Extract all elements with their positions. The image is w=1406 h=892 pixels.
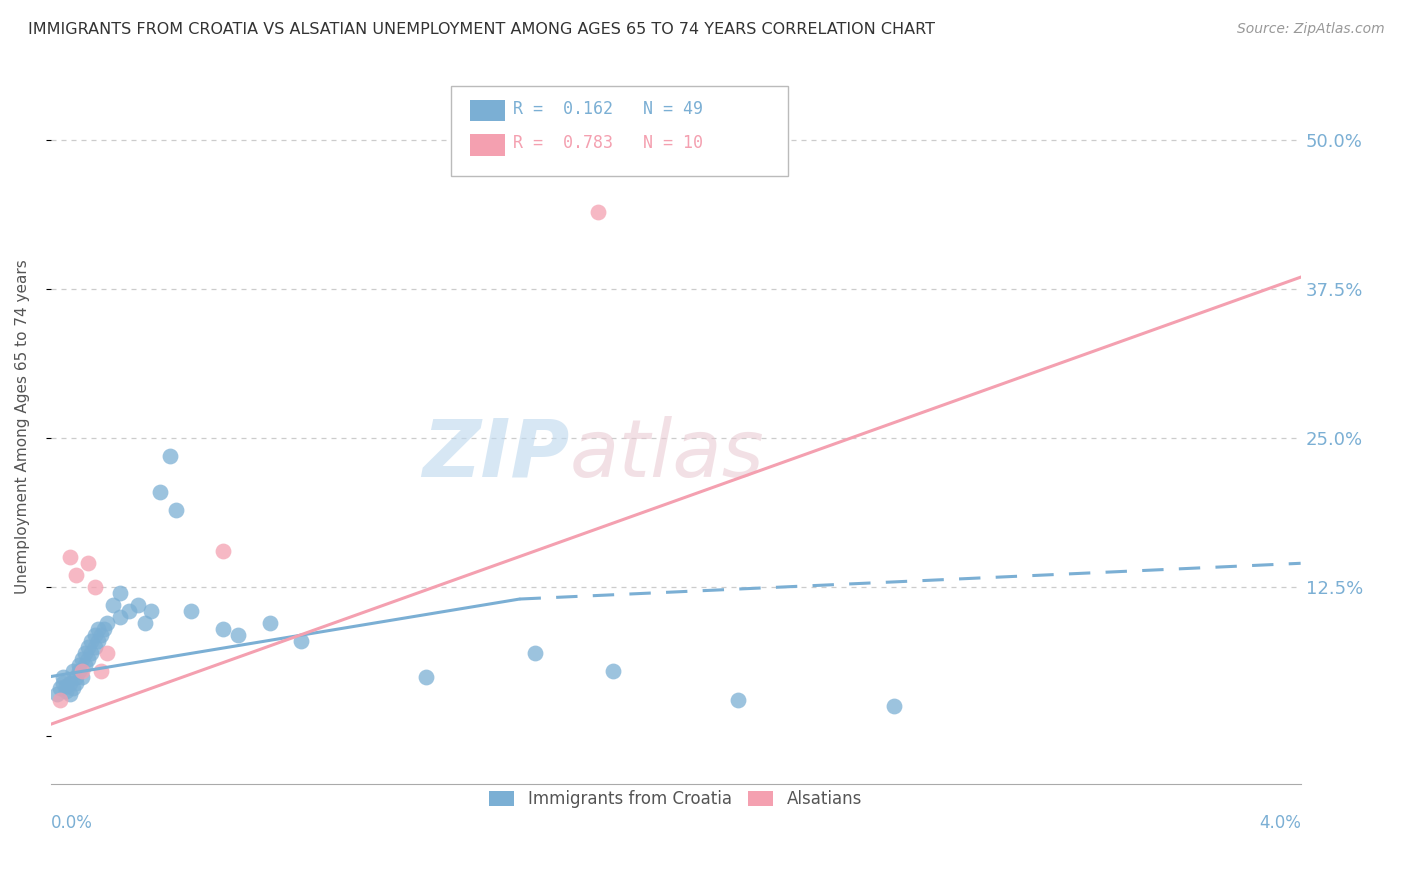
Text: IMMIGRANTS FROM CROATIA VS ALSATIAN UNEMPLOYMENT AMONG AGES 65 TO 74 YEARS CORRE: IMMIGRANTS FROM CROATIA VS ALSATIAN UNEM… bbox=[28, 22, 935, 37]
Point bbox=[96, 646, 118, 660]
Point bbox=[83, 628, 105, 642]
Point bbox=[58, 688, 80, 702]
Text: atlas: atlas bbox=[569, 416, 765, 494]
Point bbox=[77, 556, 100, 570]
Point bbox=[180, 604, 202, 618]
Point bbox=[52, 669, 75, 683]
Point bbox=[80, 646, 103, 660]
Point bbox=[86, 633, 108, 648]
Point bbox=[90, 628, 112, 642]
Bar bbox=[470, 135, 505, 156]
Point bbox=[108, 586, 131, 600]
Point bbox=[52, 675, 75, 690]
Point bbox=[86, 622, 108, 636]
Point bbox=[108, 610, 131, 624]
Point bbox=[139, 604, 162, 618]
Point bbox=[90, 664, 112, 678]
Legend: Immigrants from Croatia, Alsatians: Immigrants from Croatia, Alsatians bbox=[482, 783, 869, 815]
Point bbox=[93, 622, 115, 636]
Point bbox=[58, 550, 80, 565]
Point bbox=[83, 640, 105, 654]
Point bbox=[159, 449, 181, 463]
Point bbox=[62, 681, 84, 696]
Point bbox=[46, 688, 69, 702]
Point bbox=[883, 699, 905, 714]
Point bbox=[127, 598, 149, 612]
Text: 0.0%: 0.0% bbox=[51, 814, 93, 832]
Point bbox=[524, 646, 547, 660]
Point bbox=[118, 604, 141, 618]
Point bbox=[75, 657, 97, 672]
Y-axis label: Unemployment Among Ages 65 to 74 years: Unemployment Among Ages 65 to 74 years bbox=[15, 259, 30, 593]
Point bbox=[70, 664, 93, 678]
Point bbox=[65, 669, 87, 683]
Point bbox=[96, 615, 118, 630]
Text: Source: ZipAtlas.com: Source: ZipAtlas.com bbox=[1237, 22, 1385, 37]
Text: R =  0.162   N = 49: R = 0.162 N = 49 bbox=[513, 100, 703, 118]
Point bbox=[80, 633, 103, 648]
Point bbox=[149, 484, 172, 499]
Point bbox=[49, 681, 72, 696]
Bar bbox=[470, 100, 505, 121]
Point bbox=[211, 544, 233, 558]
FancyBboxPatch shape bbox=[451, 87, 789, 176]
Point bbox=[55, 683, 77, 698]
Point bbox=[103, 598, 125, 612]
Point bbox=[70, 651, 93, 665]
Point bbox=[67, 664, 90, 678]
Point bbox=[290, 633, 312, 648]
Point bbox=[49, 693, 72, 707]
Point bbox=[67, 657, 90, 672]
Point bbox=[226, 628, 249, 642]
Point bbox=[62, 664, 84, 678]
Point bbox=[165, 502, 187, 516]
Point bbox=[211, 622, 233, 636]
Point bbox=[727, 693, 749, 707]
Point bbox=[586, 204, 609, 219]
Point bbox=[83, 580, 105, 594]
Text: 4.0%: 4.0% bbox=[1258, 814, 1301, 832]
Point bbox=[259, 615, 281, 630]
Point bbox=[77, 651, 100, 665]
Point bbox=[77, 640, 100, 654]
Point bbox=[134, 615, 156, 630]
Point bbox=[415, 669, 437, 683]
Point bbox=[58, 675, 80, 690]
Point bbox=[70, 669, 93, 683]
Point bbox=[55, 679, 77, 693]
Point bbox=[65, 675, 87, 690]
Text: R =  0.783   N = 10: R = 0.783 N = 10 bbox=[513, 135, 703, 153]
Point bbox=[602, 664, 624, 678]
Point bbox=[65, 568, 87, 582]
Text: ZIP: ZIP bbox=[422, 416, 569, 494]
Point bbox=[75, 646, 97, 660]
